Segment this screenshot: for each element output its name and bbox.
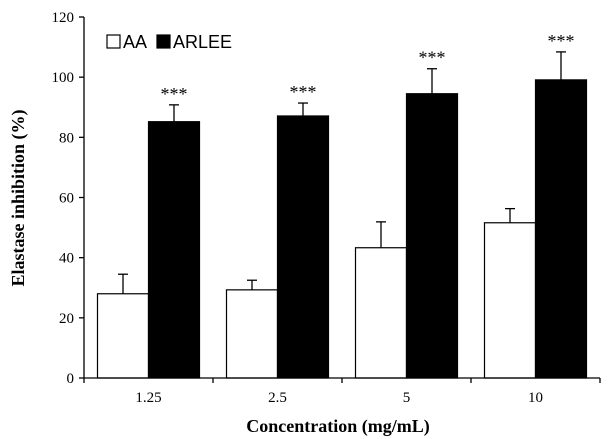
bar-aa-1.25 — [96, 293, 150, 379]
bars-layer — [96, 51, 588, 379]
legend: AA ARLEE — [106, 32, 232, 52]
significance-label: *** — [290, 82, 317, 102]
bar-arlee-2.5 — [276, 115, 330, 379]
x-axis-title: Concentration (mg/mL) — [246, 416, 429, 437]
legend-label-arlee: ARLEE — [173, 32, 232, 52]
y-tick-label: 40 — [59, 251, 74, 267]
bar-aa-2.5 — [225, 289, 279, 379]
legend-label-aa: AA — [123, 32, 147, 52]
y-axis-title: Elastase inhibition (%) — [8, 109, 29, 286]
bar-aa-5 — [354, 247, 408, 379]
x-tick-label: 2.5 — [268, 390, 287, 406]
labels-layer: 0 20 40 60 80 100 120 *** 1.25 *** 2.5 *** 5 *** 10 — [52, 10, 575, 406]
bar-aa-10 — [483, 222, 537, 379]
x-tick-label: 1.25 — [135, 390, 161, 406]
axes-layer — [79, 16, 601, 383]
significance-label: *** — [161, 84, 188, 104]
y-tick-label: 120 — [52, 10, 75, 26]
x-tick-label: 5 — [403, 390, 411, 406]
bar-arlee-5 — [405, 93, 459, 379]
legend-swatch-arlee — [156, 34, 171, 49]
bar-arlee-10 — [534, 79, 588, 379]
y-tick-label: 20 — [59, 311, 74, 327]
legend-swatch-aa — [106, 34, 121, 49]
y-tick-label: 80 — [59, 130, 74, 146]
y-tick-label: 60 — [59, 191, 74, 207]
bar-arlee-1.25 — [147, 121, 201, 379]
y-tick-label: 100 — [52, 70, 75, 86]
y-tick-label: 0 — [67, 371, 75, 387]
significance-label: *** — [548, 31, 575, 51]
x-tick-label: 10 — [528, 390, 543, 406]
significance-label: *** — [419, 48, 446, 68]
